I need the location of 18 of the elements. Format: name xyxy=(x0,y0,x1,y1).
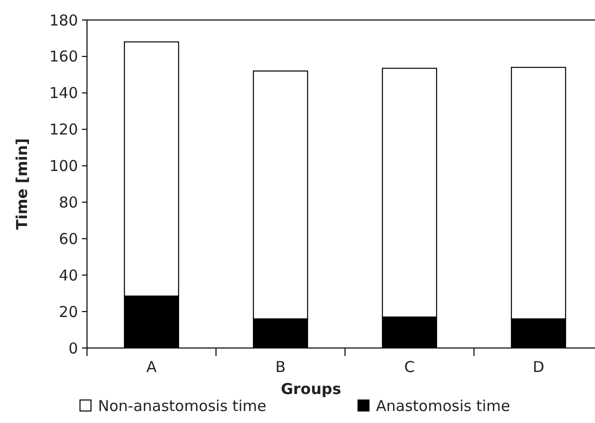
y-tick-label: 20 xyxy=(58,302,78,321)
x-tick-label: B xyxy=(275,358,286,376)
legend-label: Anastomosis time xyxy=(376,397,510,415)
x-axis-title: Groups xyxy=(280,380,342,398)
y-tick-label: 80 xyxy=(58,193,78,212)
y-tick-label: 0 xyxy=(68,339,78,358)
legend-label: Non-anastomosis time xyxy=(98,397,266,415)
y-tick-label: 140 xyxy=(49,84,78,102)
y-axis-title: Time [min] xyxy=(13,138,31,230)
y-tick-label: 60 xyxy=(58,230,78,248)
y-tick-label: 100 xyxy=(49,157,78,176)
y-tick-label: 160 xyxy=(49,48,78,66)
x-tick-label: D xyxy=(532,358,544,376)
y-tick-label: 40 xyxy=(58,266,78,284)
y-tick-label: 180 xyxy=(49,11,78,30)
x-tick-label: A xyxy=(146,358,158,376)
y-tick-label: 120 xyxy=(49,120,78,139)
x-tick-label: C xyxy=(404,358,415,376)
